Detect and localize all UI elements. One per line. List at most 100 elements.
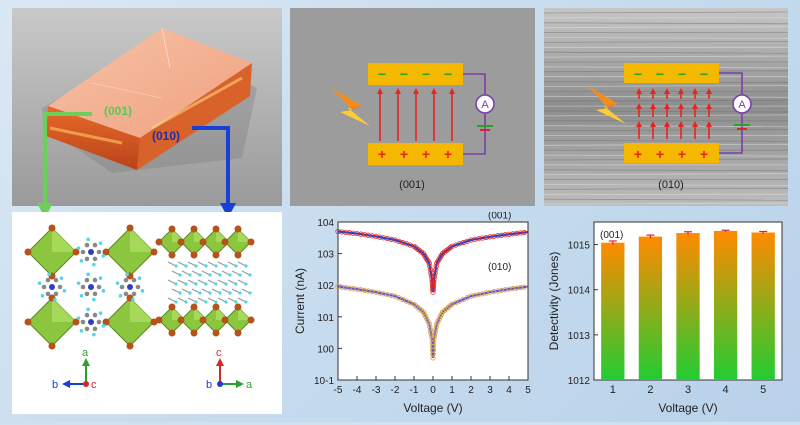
hydrogen-atom	[101, 324, 106, 328]
hydrogen-atom	[234, 282, 238, 286]
hydrogen-atom	[178, 291, 182, 295]
iv-data-point	[506, 231, 512, 237]
iv-data-point	[514, 285, 520, 291]
device-010-caption: (010)	[658, 179, 684, 191]
carbon-atom	[84, 256, 90, 262]
field-arrow-head	[678, 103, 684, 109]
hydrogen-atom	[140, 289, 145, 293]
detectivity-bar	[713, 230, 738, 380]
plus-sign: +	[634, 146, 642, 162]
hydrogen-atom	[98, 311, 103, 315]
iv-data-point	[358, 231, 364, 237]
circuit-wire-001	[463, 73, 486, 155]
iv-data-point	[472, 292, 478, 298]
label-001: (001)	[104, 104, 132, 118]
hydrogen-atom	[234, 300, 238, 304]
iv-data-point	[354, 230, 360, 237]
device-001-diagram: − − − − + + + + A (001)	[332, 63, 495, 191]
hydrogen-atom	[115, 281, 120, 285]
x-tick-label: -3	[372, 385, 381, 396]
carbon-atom	[92, 277, 98, 283]
x-tick-label: -5	[334, 385, 343, 396]
light-bolt-icon	[588, 86, 626, 124]
hydrogen-atom	[79, 329, 84, 333]
y-tick-label: 10-1	[314, 376, 334, 387]
iv-data-point	[369, 233, 375, 239]
halide-atom	[234, 251, 242, 259]
top-electrode-010	[624, 63, 719, 83]
iv-data-point	[483, 234, 489, 241]
field-arrow-head	[636, 121, 642, 127]
carbon-atom	[84, 291, 90, 297]
bottom-electrode-010	[624, 143, 719, 163]
minus-sign: −	[656, 66, 664, 82]
field-arrow-head	[664, 121, 670, 127]
hydrogen-atom	[101, 254, 106, 258]
hydrogen-atom	[131, 297, 135, 302]
iv-data-point	[426, 260, 432, 266]
hydrogen-atom	[188, 273, 192, 277]
carbon-atom	[123, 291, 129, 297]
iv-data-point	[430, 287, 436, 293]
hydrogen-atom	[188, 291, 192, 295]
field-arrow-head	[706, 88, 712, 94]
carbon-atom	[45, 291, 51, 297]
detectivity-bar	[751, 232, 775, 380]
hydrogen-atom	[248, 291, 252, 295]
iv-data-point	[476, 236, 482, 242]
iv-data-point	[346, 230, 353, 236]
detectivity-bar	[676, 233, 700, 380]
y-tick-label: 1012	[568, 376, 591, 387]
halide-atom	[168, 329, 176, 337]
iv-data-point	[502, 287, 508, 293]
minus-sign: −	[700, 66, 708, 82]
hydrogen-atom	[244, 264, 248, 268]
iv-data-point	[431, 336, 437, 342]
y-axis-label: Current (nA)	[293, 268, 307, 334]
iv-data-point	[517, 230, 523, 236]
x-tick-label: 2	[647, 384, 653, 396]
hydrogen-atom	[174, 264, 178, 268]
y-tick-label: 101	[317, 313, 334, 324]
iv-data-point	[350, 286, 356, 292]
structure-001-view	[24, 224, 158, 350]
iv-data-point	[339, 229, 345, 235]
field-arrow-head	[664, 88, 670, 94]
iv-data-point	[428, 333, 435, 339]
y-tick-label: 1014	[568, 286, 591, 297]
carbon-atom	[84, 242, 90, 248]
field-arrows-001	[377, 88, 455, 141]
halide-atom	[155, 238, 163, 246]
detectivity-chart-panel: 1012 1013 1014 1015 1 2 3 4 5 (001) Voltage (V) Det…	[544, 212, 792, 420]
iv-data-point	[487, 289, 493, 295]
halide-atom	[72, 248, 80, 256]
halide-atom	[168, 225, 176, 233]
iv-data-point	[472, 236, 478, 242]
blue-direction-arrow	[192, 126, 230, 205]
x-tick-label: -1	[410, 385, 419, 396]
x-tick-label: 1	[610, 384, 616, 396]
hydrogen-atom	[208, 291, 212, 295]
halide-atom	[190, 225, 198, 233]
iv-data-point	[479, 235, 485, 241]
hydrogen-atom	[178, 273, 182, 277]
hydrogen-atom	[244, 300, 248, 304]
carbon-atom	[131, 291, 137, 297]
label-010: (010)	[152, 129, 180, 143]
iv-data-point	[377, 234, 383, 240]
detectivity-bar	[638, 236, 663, 380]
halide-atom	[155, 316, 163, 324]
hydrogen-atom	[79, 259, 84, 263]
light-bolt-icon	[332, 88, 370, 126]
hydrogen-atom	[40, 294, 45, 298]
iv-data-point	[431, 279, 437, 285]
iv-data-point	[427, 263, 433, 270]
field-arrow-head	[650, 121, 656, 127]
hydrogen-atom	[214, 264, 218, 268]
hydrogen-atom	[218, 291, 222, 295]
x-tick-label: 0	[430, 385, 436, 396]
nitrogen-atom	[88, 319, 94, 325]
halide-atom	[199, 316, 207, 324]
